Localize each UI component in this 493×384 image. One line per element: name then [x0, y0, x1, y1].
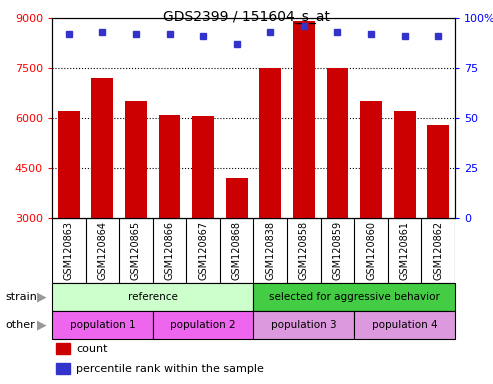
Text: GSM120864: GSM120864 [98, 221, 107, 280]
Text: percentile rank within the sample: percentile rank within the sample [76, 364, 264, 374]
Text: population 3: population 3 [271, 320, 337, 330]
Text: GSM120868: GSM120868 [232, 221, 242, 280]
Bar [92, 78, 113, 218]
Text: GSM120859: GSM120859 [332, 221, 343, 280]
Bar [192, 116, 214, 218]
Text: GSM120866: GSM120866 [165, 221, 175, 280]
Bar [360, 101, 382, 218]
Bar [326, 68, 349, 218]
Text: population 4: population 4 [372, 320, 437, 330]
Text: GSM120867: GSM120867 [198, 221, 208, 280]
Text: population 2: population 2 [170, 320, 236, 330]
Text: GSM120861: GSM120861 [400, 221, 410, 280]
Bar [52, 283, 253, 311]
Bar [354, 311, 455, 339]
Bar [125, 101, 147, 218]
Bar [253, 283, 455, 311]
Text: GSM120838: GSM120838 [265, 221, 275, 280]
Bar [427, 125, 449, 218]
Text: GDS2399 / 151604_s_at: GDS2399 / 151604_s_at [163, 10, 330, 23]
Bar [159, 115, 180, 218]
Text: GSM120863: GSM120863 [64, 221, 74, 280]
Text: ▶: ▶ [37, 318, 47, 331]
Text: GSM120862: GSM120862 [433, 221, 443, 280]
Bar [153, 311, 253, 339]
Text: count: count [76, 344, 107, 354]
Bar [52, 311, 153, 339]
Text: GSM120860: GSM120860 [366, 221, 376, 280]
Text: reference: reference [128, 292, 177, 302]
Text: GSM120858: GSM120858 [299, 221, 309, 280]
Text: selected for aggressive behavior: selected for aggressive behavior [269, 292, 440, 302]
Bar [56, 343, 70, 354]
Bar [394, 111, 416, 218]
Bar [58, 111, 80, 218]
Text: other: other [5, 320, 35, 330]
Bar [293, 22, 315, 218]
Text: population 1: population 1 [70, 320, 135, 330]
Bar [226, 178, 247, 218]
Bar [259, 68, 281, 218]
Bar [56, 363, 70, 374]
Text: GSM120865: GSM120865 [131, 221, 141, 280]
Text: strain: strain [5, 292, 37, 302]
Text: ▶: ▶ [37, 291, 47, 303]
Bar [253, 311, 354, 339]
